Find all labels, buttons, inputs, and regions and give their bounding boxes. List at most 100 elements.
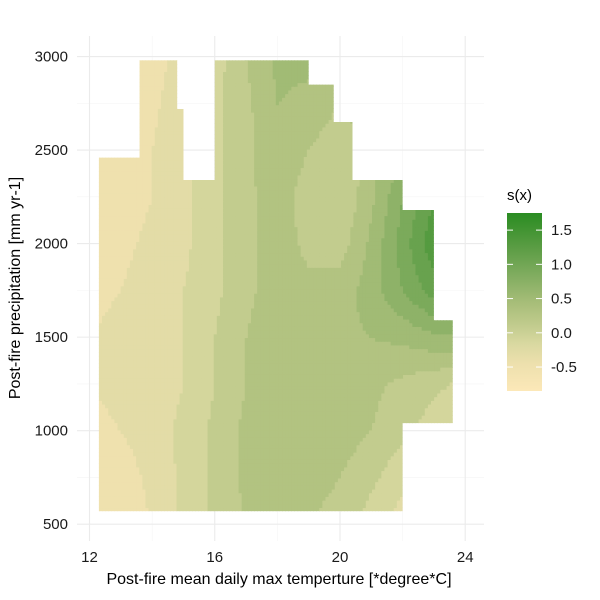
contour-cell xyxy=(216,500,221,505)
contour-cell xyxy=(418,503,423,509)
contour-cell xyxy=(120,355,125,361)
contour-cell xyxy=(316,444,320,449)
contour-cell xyxy=(176,422,181,427)
contour-cell xyxy=(223,374,227,379)
contour-cell xyxy=(98,385,103,390)
contour-cell xyxy=(282,359,286,364)
contour-cell xyxy=(443,426,448,431)
contour-cell xyxy=(278,463,283,468)
contour-cell xyxy=(393,363,398,368)
contour-cell xyxy=(151,429,156,435)
contour-cell xyxy=(399,381,404,387)
contour-cell xyxy=(322,403,327,409)
contour-cell xyxy=(198,433,202,438)
contour-cell xyxy=(294,367,299,372)
contour-cell xyxy=(403,400,407,405)
contour-cell xyxy=(111,411,115,416)
contour-cell xyxy=(278,411,283,416)
contour-cell xyxy=(223,418,227,424)
contour-cell xyxy=(210,503,215,509)
contour-cell xyxy=(136,500,140,505)
contour-cell xyxy=(300,381,305,387)
contour-cell xyxy=(111,474,115,479)
contour-cell xyxy=(344,477,348,483)
contour-cell xyxy=(98,503,103,509)
contour-cell xyxy=(406,503,410,509)
contour-cell xyxy=(325,485,330,490)
contour-cell xyxy=(120,440,125,446)
contour-cell xyxy=(310,511,314,515)
contour-cell xyxy=(378,451,382,457)
contour-cell xyxy=(384,370,389,375)
contour-cell xyxy=(170,367,174,372)
contour-cell xyxy=(275,477,280,483)
contour-cell xyxy=(285,496,289,501)
contour-cell xyxy=(362,429,367,435)
contour-cell xyxy=(136,496,140,501)
contour-cell xyxy=(151,455,156,460)
contour-cell xyxy=(334,451,339,457)
contour-cell xyxy=(378,500,382,505)
contour-cell xyxy=(185,477,190,483)
contour-cell xyxy=(368,411,373,416)
contour-cell xyxy=(154,477,159,483)
contour-cell xyxy=(129,474,134,479)
contour-cell xyxy=(424,378,429,383)
contour-cell xyxy=(111,448,115,453)
contour-cell xyxy=(263,492,268,497)
contour-cell xyxy=(235,418,240,424)
contour-cell xyxy=(390,481,395,486)
contour-cell xyxy=(266,378,271,383)
contour-cell xyxy=(117,470,122,475)
contour-cell xyxy=(344,459,348,464)
contour-cell xyxy=(384,355,389,361)
contour-cell xyxy=(139,411,143,416)
contour-cell xyxy=(285,474,289,479)
contour-cell xyxy=(409,496,413,501)
contour-cell xyxy=(145,407,150,412)
contour-cell xyxy=(406,378,410,383)
contour-cell xyxy=(291,378,296,383)
contour-cell xyxy=(139,474,143,479)
contour-cell xyxy=(412,396,417,401)
contour-cell xyxy=(316,437,320,442)
contour-cell xyxy=(409,355,413,361)
contour-cell xyxy=(195,433,199,438)
contour-cell xyxy=(291,355,296,361)
contour-cell xyxy=(427,407,432,412)
contour-cell xyxy=(453,478,457,482)
contour-cell xyxy=(306,415,311,420)
contour-cell xyxy=(337,492,342,497)
contour-cell xyxy=(232,455,237,460)
contour-cell xyxy=(207,400,212,405)
contour-cell xyxy=(151,507,156,512)
contour-cell xyxy=(443,444,448,449)
contour-cell xyxy=(384,448,389,453)
contour-cell xyxy=(260,392,264,398)
contour-cell xyxy=(170,488,174,494)
contour-cell xyxy=(440,451,444,457)
contour-cell xyxy=(154,470,159,475)
contour-cell xyxy=(105,507,109,512)
contour-cell xyxy=(365,367,370,372)
contour-cell xyxy=(449,392,453,398)
contour-cell xyxy=(241,500,246,505)
contour-cell xyxy=(154,488,159,494)
contour-cell xyxy=(173,411,178,416)
contour-cell xyxy=(387,474,392,479)
contour-cell xyxy=(396,374,401,379)
contour-cell xyxy=(340,440,345,446)
contour-cell xyxy=(111,381,115,387)
contour-cell xyxy=(393,400,398,405)
contour-cell xyxy=(154,481,159,486)
contour-cell xyxy=(179,492,184,497)
contour-cell xyxy=(257,451,261,457)
contour-cell xyxy=(176,500,181,505)
contour-cell xyxy=(344,407,348,412)
contour-cell xyxy=(396,444,401,449)
contour-cell xyxy=(123,496,128,501)
contour-cell xyxy=(114,455,119,460)
contour-cell xyxy=(195,466,199,472)
contour-cell xyxy=(319,437,323,442)
contour-cell xyxy=(430,492,435,497)
